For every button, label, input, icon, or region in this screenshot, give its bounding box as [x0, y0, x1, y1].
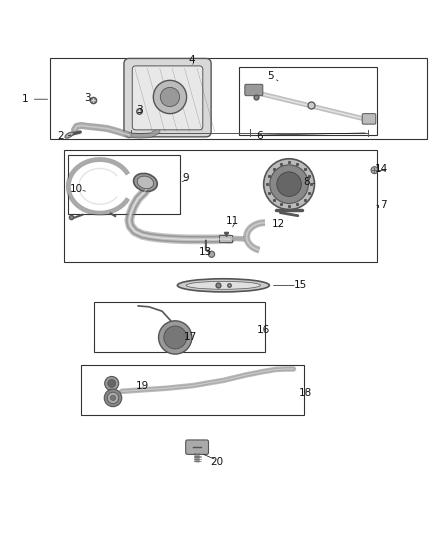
Bar: [239, 67, 377, 135]
Text: 6: 6: [256, 132, 263, 141]
Circle shape: [105, 376, 119, 391]
FancyBboxPatch shape: [124, 59, 211, 137]
Circle shape: [153, 80, 187, 114]
Circle shape: [270, 165, 308, 204]
Text: 7: 7: [380, 200, 387, 210]
Ellipse shape: [134, 173, 157, 191]
Circle shape: [110, 395, 116, 400]
FancyBboxPatch shape: [362, 114, 376, 124]
Text: 20: 20: [210, 457, 223, 467]
Text: 8: 8: [303, 177, 310, 188]
Text: 19: 19: [136, 381, 149, 391]
Text: 10: 10: [70, 184, 83, 195]
Text: 11: 11: [226, 216, 239, 227]
Circle shape: [277, 172, 301, 197]
Text: 9: 9: [183, 173, 190, 183]
Bar: [94, 302, 265, 352]
Circle shape: [208, 251, 215, 257]
Text: 18: 18: [299, 387, 312, 398]
Circle shape: [159, 321, 192, 354]
Circle shape: [160, 87, 180, 107]
Text: 12: 12: [272, 220, 285, 229]
Bar: [68, 155, 180, 214]
Text: 16: 16: [257, 326, 270, 335]
Text: 1: 1: [22, 94, 29, 104]
Circle shape: [104, 389, 122, 407]
FancyBboxPatch shape: [132, 66, 203, 130]
FancyBboxPatch shape: [245, 84, 263, 96]
Bar: [64, 150, 377, 262]
Bar: [81, 365, 304, 415]
Ellipse shape: [137, 176, 154, 189]
Text: 13: 13: [198, 247, 212, 257]
Circle shape: [164, 326, 187, 349]
Ellipse shape: [186, 281, 261, 289]
Bar: [219, 235, 232, 241]
Text: 14: 14: [375, 164, 389, 174]
Text: 2: 2: [57, 131, 64, 141]
Text: 17: 17: [184, 332, 197, 342]
Bar: [50, 59, 427, 140]
Ellipse shape: [65, 132, 74, 138]
Text: 5: 5: [267, 71, 274, 81]
Circle shape: [264, 159, 314, 209]
Text: 3: 3: [136, 104, 143, 115]
Circle shape: [108, 379, 116, 387]
Text: 4: 4: [188, 55, 195, 65]
Ellipse shape: [177, 279, 269, 292]
Circle shape: [371, 167, 378, 174]
Circle shape: [107, 392, 119, 403]
FancyBboxPatch shape: [186, 440, 208, 455]
Text: 3: 3: [84, 93, 91, 103]
Text: 15: 15: [294, 280, 307, 290]
